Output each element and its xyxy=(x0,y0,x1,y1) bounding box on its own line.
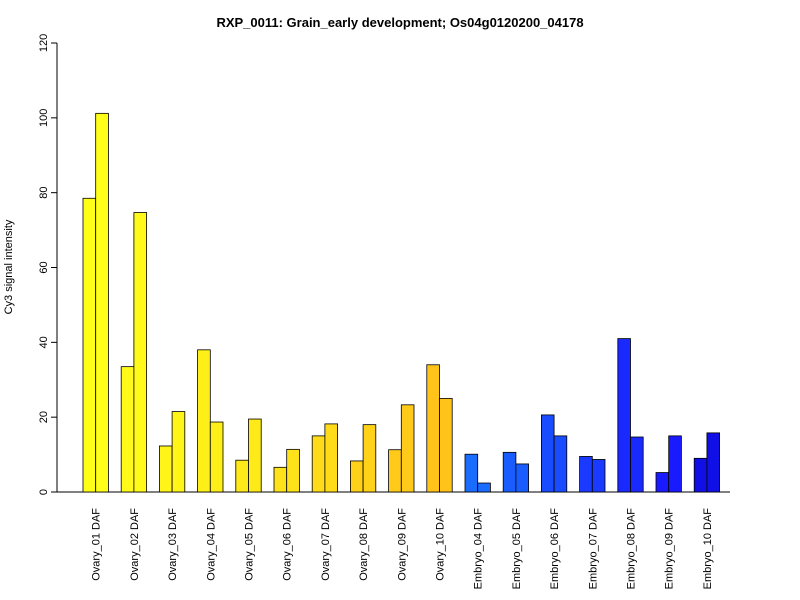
bar xyxy=(668,435,682,493)
bar xyxy=(133,212,147,493)
bar xyxy=(248,418,262,493)
bar xyxy=(541,414,555,493)
x-tick-label: Ovary_07 DAF xyxy=(320,508,332,581)
y-tick-label: 100 xyxy=(38,109,50,127)
x-tick-label: Embryo_06 DAF xyxy=(549,508,561,590)
bar xyxy=(617,338,631,493)
y-axis: 0 20 40 60 80 100 120 xyxy=(38,34,58,495)
bar xyxy=(311,435,326,493)
bar xyxy=(502,451,517,493)
bar xyxy=(439,398,453,493)
bars xyxy=(82,112,721,493)
y-tick-label: 80 xyxy=(38,187,50,199)
bar xyxy=(95,112,109,493)
chart-title: RXP_0011: Grain_early development; Os04g… xyxy=(216,15,583,30)
x-tick-label: Ovary_03 DAF xyxy=(167,508,179,581)
category-labels: Ovary_01 DAF Ovary_02 DAF Ovary_03 DAF Ovar… xyxy=(91,508,714,590)
x-tick-label: Embryo_05 DAF xyxy=(511,508,523,590)
bar xyxy=(82,197,97,493)
bar xyxy=(235,459,249,493)
bar xyxy=(515,463,530,493)
x-tick-label: Ovary_10 DAF xyxy=(435,508,447,581)
bar xyxy=(426,364,440,493)
bar xyxy=(286,448,300,493)
bar xyxy=(553,435,568,493)
x-tick-label: Ovary_04 DAF xyxy=(205,508,217,581)
bar xyxy=(630,436,644,493)
bar xyxy=(197,349,211,493)
bar xyxy=(209,421,224,493)
bar xyxy=(579,456,593,493)
bar xyxy=(324,423,338,493)
x-tick-label: Ovary_01 DAF xyxy=(91,508,103,581)
bar xyxy=(388,449,402,493)
y-tick-label: 20 xyxy=(38,411,50,423)
x-tick-label: Ovary_02 DAF xyxy=(129,508,141,581)
x-tick-label: Embryo_04 DAF xyxy=(473,508,485,590)
x-tick-label: Embryo_09 DAF xyxy=(664,508,676,590)
bar xyxy=(655,472,670,493)
bar xyxy=(591,459,606,493)
bar xyxy=(273,466,288,493)
y-tick-label: 40 xyxy=(38,336,50,348)
x-tick-label: Ovary_05 DAF xyxy=(244,508,256,581)
x-tick-label: Embryo_07 DAF xyxy=(587,508,599,590)
bar xyxy=(706,432,721,493)
x-tick-label: Ovary_08 DAF xyxy=(358,508,370,581)
bar xyxy=(464,453,479,493)
bar xyxy=(349,460,364,493)
y-axis-label: Cy3 signal intensity xyxy=(3,219,15,314)
bar xyxy=(693,457,708,493)
y-tick-label: 120 xyxy=(38,34,50,52)
y-tick-label: 60 xyxy=(38,261,50,273)
bar xyxy=(171,411,186,493)
bar xyxy=(477,482,491,493)
bar xyxy=(362,424,377,493)
x-tick-label: Ovary_06 DAF xyxy=(282,508,294,581)
x-tick-label: Embryo_10 DAF xyxy=(702,508,714,590)
y-tick-label: 0 xyxy=(38,489,50,495)
bar xyxy=(158,445,173,493)
bar xyxy=(120,366,135,493)
x-tick-label: Ovary_09 DAF xyxy=(396,508,408,581)
bar xyxy=(400,404,415,493)
x-tick-label: Embryo_08 DAF xyxy=(626,508,638,590)
